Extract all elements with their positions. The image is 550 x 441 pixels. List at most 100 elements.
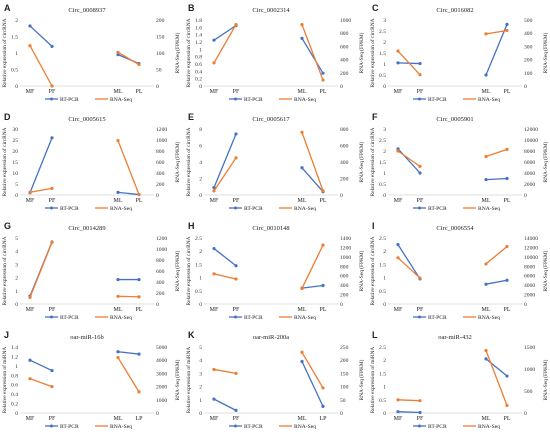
- rt-pcr-point: [321, 404, 325, 408]
- x-category-label: PF: [417, 198, 424, 204]
- legend-rna-seq-label: RNA-Seq: [294, 424, 316, 430]
- x-category-label: ML: [114, 307, 123, 313]
- y-left-tick-label: 0.4: [195, 69, 202, 75]
- chart-svg: A Circ_0008937 0 0.5 1 1.5 2 0 50 100 150 200 Relati…: [1, 3, 181, 103]
- x-category-label: MF: [210, 198, 219, 204]
- rt-pcr-line-segment: [29, 137, 53, 194]
- rna-seq-point: [396, 398, 400, 402]
- y-left-tick-label: 0: [383, 302, 386, 308]
- y-right-tick-label: 1200: [156, 127, 167, 133]
- y-left-tick-label: 1.4: [11, 345, 18, 351]
- y-left-tick-label: 2: [199, 249, 202, 255]
- legend-rt-pcr-label: RT-PCR: [244, 315, 263, 321]
- x-category-label: PF: [49, 89, 56, 95]
- legend-rt-pcr-marker: [234, 315, 237, 319]
- y-left-tick-label: 2: [383, 358, 386, 364]
- y-left-axis-title: Relative expression of circRNA: [185, 236, 192, 305]
- y-right-tick-label: 400: [340, 283, 349, 289]
- rna-seq-point: [28, 377, 32, 381]
- rna-seq-line-segment: [213, 157, 237, 192]
- y-right-tick-label: 200: [156, 291, 165, 297]
- y-left-tick-label: 0: [199, 411, 202, 417]
- x-category-label: MF: [210, 89, 219, 95]
- rt-pcr-point: [116, 277, 120, 282]
- rna-seq-line-segment: [29, 378, 53, 388]
- y-left-tick-label: 0: [383, 411, 386, 417]
- rna-seq-line-segment: [29, 242, 53, 298]
- rna-seq-point: [300, 23, 304, 27]
- y-right-tick-label: 100: [524, 71, 533, 77]
- y-right-tick-label: 600: [156, 160, 165, 166]
- y-right-tick-label: 8000: [524, 149, 535, 155]
- y-right-tick-label: 600: [340, 144, 349, 150]
- x-category-label: ML: [114, 89, 123, 95]
- x-category-label: PL: [503, 416, 510, 422]
- y-right-axis-title: RNA-Seq (FPKM): [174, 250, 181, 291]
- x-category-label: MF: [394, 89, 403, 95]
- y-left-tick-label: 1.5: [379, 51, 386, 57]
- y-left-tick-label: 0: [383, 84, 386, 90]
- panel-label: D: [4, 112, 11, 122]
- rna-seq-line-segment: [117, 51, 140, 66]
- rna-seq-point: [234, 156, 238, 160]
- y-left-tick-label: 1: [15, 51, 18, 57]
- y-left-tick-label: 0.6: [195, 62, 202, 68]
- x-category-label: PF: [233, 416, 240, 422]
- rna-seq-point: [116, 50, 120, 54]
- rt-pcr-point: [484, 282, 488, 286]
- y-right-axis-title: RNA-Seq (FPKM): [358, 141, 365, 182]
- rt-pcr-line-segment: [29, 359, 53, 372]
- y-left-tick-label: 0: [15, 84, 18, 90]
- y-left-tick-label: 25: [12, 138, 18, 144]
- y-left-tick-label: 1: [15, 364, 18, 370]
- y-right-tick-label: 0: [156, 84, 159, 90]
- chart-title: Circ_0005615: [68, 116, 105, 123]
- x-category-label: LP: [319, 416, 327, 422]
- rt-pcr-point: [116, 190, 120, 194]
- y-right-tick-label: 600: [340, 44, 349, 50]
- rt-pcr-point: [418, 410, 422, 415]
- y-right-tick-label: 500: [524, 18, 533, 24]
- y-right-tick-label: 800: [340, 264, 349, 270]
- legend-rna-seq-label: RNA-Seq: [110, 315, 132, 321]
- x-category-label: MF: [394, 416, 403, 422]
- chart-title: Circ_0005901: [436, 116, 473, 123]
- x-category-label: MF: [394, 307, 403, 313]
- legend-rna-seq-label: RNA-Seq: [294, 315, 316, 321]
- rna-seq-point: [116, 294, 120, 298]
- legend-rt-pcr-label: RT-PCR: [60, 315, 79, 321]
- y-right-tick-label: 150: [340, 371, 349, 377]
- legend-rt-pcr-marker: [418, 97, 421, 101]
- y-right-tick-label: 1200: [156, 236, 167, 242]
- x-category-label: PF: [49, 198, 56, 204]
- legend-rt-pcr-marker: [50, 97, 53, 101]
- y-left-tick-label: 0: [199, 302, 202, 308]
- legend-rna-seq-label: RNA-Seq: [294, 97, 316, 103]
- y-right-tick-label: 12000: [524, 245, 538, 251]
- rna-seq-point: [418, 276, 422, 280]
- y-left-tick-label: 15: [12, 160, 18, 166]
- rna-seq-line-segment: [301, 132, 324, 192]
- legend-rt-pcr-label: RT-PCR: [60, 97, 79, 103]
- y-left-tick-label: 1: [199, 276, 202, 282]
- rna-seq-line-segment: [301, 244, 324, 289]
- y-left-axis-title: Relative expression of miRNA: [369, 347, 376, 414]
- y-right-tick-label: 2000: [524, 182, 535, 188]
- y-left-tick-label: 0.5: [379, 398, 386, 404]
- y-right-axis-title: RNA-Seq (FPKM): [542, 250, 549, 291]
- y-left-tick-label: 0.2: [11, 402, 18, 408]
- rna-seq-line-segment: [29, 187, 53, 193]
- y-right-tick-label: 200: [524, 58, 533, 64]
- rna-seq-point: [234, 371, 238, 375]
- rna-seq-point: [300, 286, 304, 291]
- x-category-label: PF: [233, 198, 240, 204]
- y-right-tick-label: 150: [156, 35, 165, 41]
- y-left-tick-label: 0.5: [11, 68, 18, 74]
- y-left-tick-label: 2.5: [195, 236, 202, 242]
- rt-pcr-point: [418, 61, 422, 66]
- chart-title: Circ_0016082: [436, 7, 473, 14]
- y-right-axis-title: RNA-Seq (FPKM): [358, 359, 365, 400]
- y-left-tick-label: 1: [15, 289, 18, 295]
- y-right-tick-label: 1000: [340, 18, 351, 24]
